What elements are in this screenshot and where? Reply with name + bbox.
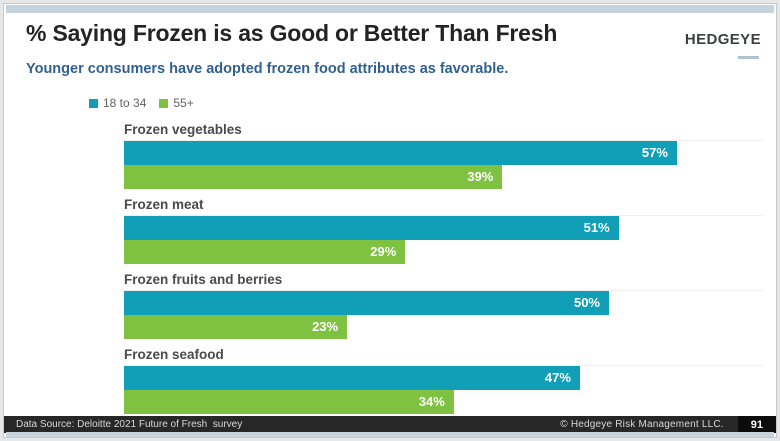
value-label: 47%	[544, 370, 571, 385]
bar-55plus: 29%	[124, 240, 406, 264]
bar-group: Frozen seafood 47% 34%	[124, 347, 763, 414]
legend-item-18to34: 18 to 34	[89, 96, 146, 110]
copyright-text: © Hedgeye Risk Management LLC.	[560, 419, 724, 430]
legend-swatch-icon	[159, 98, 169, 108]
bar-18to34: 47%	[124, 366, 580, 390]
bar-18to34: 51%	[124, 216, 619, 240]
logo-text: HEDGEYE	[684, 31, 761, 48]
bar-group: Frozen vegetables 57% 39%	[124, 122, 763, 189]
value-label: 39%	[467, 169, 494, 184]
category-label: Frozen seafood	[124, 347, 763, 366]
top-strip	[6, 5, 774, 13]
page-title: % Saying Frozen is as Good or Better Tha…	[26, 20, 558, 46]
page-number: 91	[737, 416, 776, 433]
data-source-text: Data Source: Deloitte 2021 Future of Fre…	[16, 419, 243, 430]
bar-55plus: 39%	[124, 165, 503, 189]
legend-label: 55+	[173, 96, 194, 110]
slide-subtitle: Younger consumers have adopted frozen fo…	[26, 61, 509, 77]
bar-18to34: 57%	[124, 141, 677, 165]
bar-55plus: 34%	[124, 390, 454, 414]
bar-55plus: 23%	[124, 315, 348, 339]
legend-swatch-icon	[89, 98, 98, 108]
footer-bar: Data Source: Deloitte 2021 Future of Fre…	[4, 416, 776, 433]
value-label: 57%	[641, 145, 668, 160]
bottom-strip	[6, 432, 774, 437]
category-label: Frozen meat	[124, 197, 763, 216]
legend-item-55plus: 55+	[159, 96, 194, 110]
category-label: Frozen vegetables	[124, 122, 763, 141]
value-label: 23%	[312, 319, 339, 334]
hedgeye-logo: HEDGEYE	[685, 31, 761, 59]
bar-group: Frozen fruits and berries 50% 23%	[124, 272, 763, 339]
slide: % Saying Frozen is as Good or Better Tha…	[3, 3, 777, 438]
category-label: Frozen fruits and berries	[124, 272, 763, 291]
chart-legend: 18 to 34 55+	[89, 96, 194, 110]
value-label: 29%	[370, 244, 397, 259]
bar-18to34: 50%	[124, 291, 609, 315]
legend-label: 18 to 34	[103, 96, 147, 110]
logo-underline	[738, 56, 759, 59]
value-label: 51%	[583, 220, 610, 235]
value-label: 34%	[418, 394, 445, 409]
bar-chart: Frozen vegetables 57% 39% Frozen meat 51% 29%…	[124, 122, 763, 422]
value-label: 50%	[573, 295, 600, 310]
bar-group: Frozen meat 51% 29%	[124, 197, 763, 264]
